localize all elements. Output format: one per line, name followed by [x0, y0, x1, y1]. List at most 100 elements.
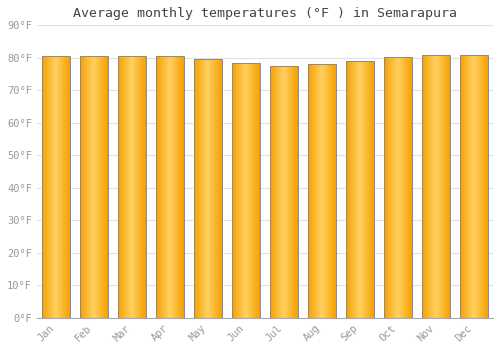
Bar	[314, 64, 315, 318]
Bar	[57, 56, 58, 318]
Title: Average monthly temperatures (°F ) in Semarapura: Average monthly temperatures (°F ) in Se…	[73, 7, 457, 20]
Bar	[432, 55, 433, 318]
Bar	[168, 56, 169, 318]
Bar	[84, 56, 86, 318]
Bar	[91, 56, 92, 318]
Bar	[258, 63, 259, 318]
Bar	[156, 56, 184, 318]
Bar	[232, 63, 233, 318]
Bar	[428, 55, 429, 318]
Bar	[254, 63, 255, 318]
Bar	[200, 59, 201, 318]
Bar	[398, 57, 399, 318]
Bar	[212, 59, 213, 318]
Bar	[118, 56, 119, 318]
Bar	[162, 56, 164, 318]
Bar	[142, 56, 144, 318]
Bar	[194, 59, 222, 318]
Bar	[205, 59, 206, 318]
Bar	[175, 56, 176, 318]
Bar	[166, 56, 167, 318]
Bar	[82, 56, 83, 318]
Bar	[356, 61, 357, 318]
Bar	[244, 63, 245, 318]
Bar	[442, 55, 443, 318]
Bar	[62, 56, 63, 318]
Bar	[362, 61, 363, 318]
Bar	[93, 56, 94, 318]
Bar	[137, 56, 138, 318]
Bar	[357, 61, 358, 318]
Bar	[468, 55, 469, 318]
Bar	[350, 61, 351, 318]
Bar	[248, 63, 249, 318]
Bar	[270, 66, 298, 318]
Bar	[372, 61, 373, 318]
Bar	[296, 66, 297, 318]
Bar	[354, 61, 355, 318]
Bar	[101, 56, 102, 318]
Bar	[198, 59, 200, 318]
Bar	[358, 61, 360, 318]
Bar	[394, 57, 395, 318]
Bar	[139, 56, 140, 318]
Bar	[98, 56, 99, 318]
Bar	[288, 66, 289, 318]
Bar	[460, 55, 488, 318]
Bar	[355, 61, 356, 318]
Bar	[312, 64, 314, 318]
Bar	[367, 61, 368, 318]
Bar	[272, 66, 274, 318]
Bar	[256, 63, 258, 318]
Bar	[404, 57, 405, 318]
Bar	[210, 59, 211, 318]
Bar	[207, 59, 208, 318]
Bar	[392, 57, 393, 318]
Bar	[208, 59, 210, 318]
Bar	[119, 56, 120, 318]
Bar	[411, 57, 412, 318]
Bar	[164, 56, 165, 318]
Bar	[246, 63, 248, 318]
Bar	[439, 55, 440, 318]
Bar	[43, 56, 44, 318]
Bar	[317, 64, 318, 318]
Bar	[56, 56, 58, 318]
Bar	[271, 66, 272, 318]
Bar	[406, 57, 408, 318]
Bar	[436, 55, 437, 318]
Bar	[400, 57, 401, 318]
Bar	[440, 55, 441, 318]
Bar	[308, 64, 309, 318]
Bar	[61, 56, 62, 318]
Bar	[46, 56, 48, 318]
Bar	[86, 56, 88, 318]
Bar	[475, 55, 476, 318]
Bar	[461, 55, 462, 318]
Bar	[385, 57, 386, 318]
Bar	[202, 59, 203, 318]
Bar	[83, 56, 84, 318]
Bar	[365, 61, 366, 318]
Bar	[384, 57, 385, 318]
Bar	[102, 56, 103, 318]
Bar	[206, 59, 207, 318]
Bar	[240, 63, 241, 318]
Bar	[67, 56, 68, 318]
Bar	[352, 61, 353, 318]
Bar	[140, 56, 141, 318]
Bar	[172, 56, 174, 318]
Bar	[487, 55, 488, 318]
Bar	[328, 64, 329, 318]
Bar	[90, 56, 91, 318]
Bar	[94, 56, 96, 318]
Bar	[124, 56, 125, 318]
Bar	[346, 61, 347, 318]
Bar	[322, 64, 324, 318]
Bar	[138, 56, 139, 318]
Bar	[388, 57, 389, 318]
Bar	[469, 55, 470, 318]
Bar	[286, 66, 287, 318]
Bar	[178, 56, 179, 318]
Bar	[403, 57, 404, 318]
